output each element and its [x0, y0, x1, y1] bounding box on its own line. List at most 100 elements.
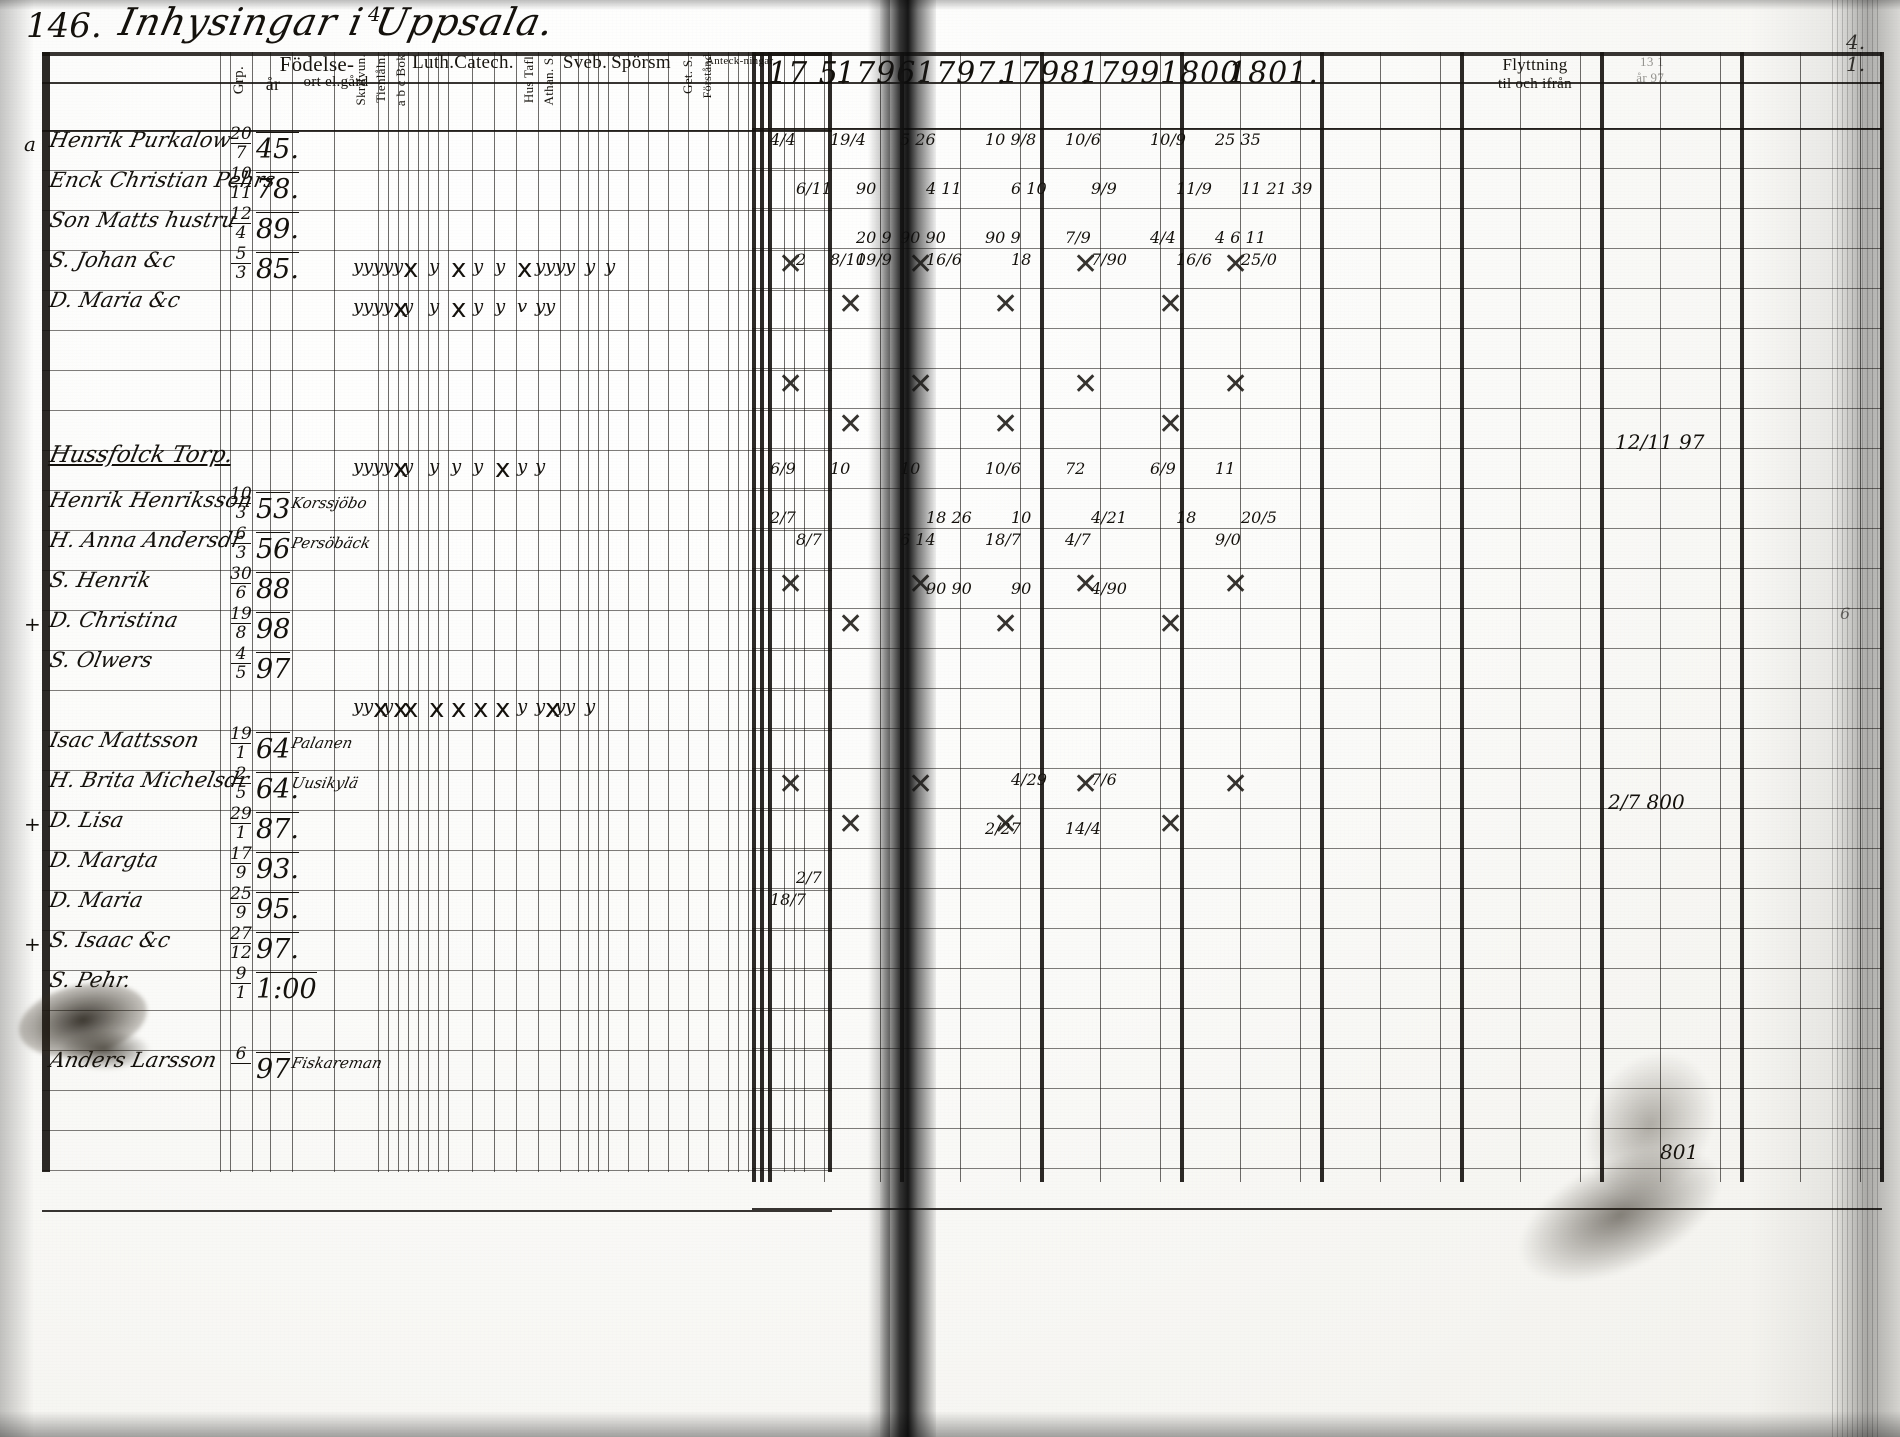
- left-table-grid: [42, 52, 832, 1212]
- grid-horizontal-rule: [752, 408, 1882, 409]
- catechism-mark: y: [473, 296, 484, 317]
- grid-vertical-rule: [448, 52, 449, 1172]
- grid-vertical-rule: [334, 52, 335, 1172]
- flyttning-entry: 2/7 800: [1608, 790, 1685, 814]
- grid-horizontal-rule: [42, 290, 832, 291]
- catechism-mark: y: [403, 296, 414, 317]
- grid-horizontal-rule: [752, 328, 1882, 329]
- grid-vertical-rule: [708, 52, 709, 1172]
- birth-place: Palanen: [290, 734, 355, 752]
- grid-horizontal-rule: [42, 1210, 832, 1212]
- catechism-mark: y: [535, 696, 546, 717]
- grid-vertical-rule: [628, 52, 629, 1172]
- grid-vertical-rule: [824, 52, 825, 1182]
- ink-stain: [60, 1030, 150, 1070]
- catechism-mark: y: [555, 696, 566, 717]
- grid-horizontal-rule: [42, 610, 832, 611]
- catechism-mark: x: [473, 694, 489, 724]
- grid-vertical-rule: [1740, 52, 1744, 1182]
- grid-vertical-rule: [1380, 52, 1381, 1182]
- grid-vertical-rule: [1040, 52, 1044, 1182]
- birth-year: 64.: [256, 772, 299, 805]
- grid-vertical-rule: [588, 52, 589, 1172]
- catechism-mark: y: [353, 256, 364, 277]
- catechism-mark: x: [373, 694, 389, 724]
- grid-vertical-rule: [438, 52, 439, 1172]
- grid-vertical-rule: [648, 52, 649, 1172]
- grid-vertical-rule: [408, 52, 409, 1172]
- grid-horizontal-rule: [752, 52, 1882, 54]
- cross-out-mark: ✕: [838, 807, 864, 842]
- catechism-mark: y: [495, 256, 506, 277]
- birth-year: 1:00: [256, 972, 317, 1005]
- top-shadow: [0, 0, 1900, 10]
- grid-vertical-rule: [760, 52, 764, 1182]
- catechism-mark: x: [451, 294, 467, 324]
- year-entry: 18/7: [985, 530, 1021, 549]
- catechism-mark: x: [403, 254, 419, 284]
- catechism-mark: x: [429, 694, 445, 724]
- year-entry: 90: [856, 179, 877, 198]
- year-entry: 4/7: [1065, 530, 1091, 549]
- year-entry: 7/90: [1091, 250, 1127, 269]
- year-column-header: 1800: [1160, 56, 1241, 91]
- grid-horizontal-rule: [752, 648, 1882, 649]
- catechism-mark: y: [363, 296, 374, 317]
- grid-horizontal-rule: [42, 450, 832, 451]
- year-column-header: 1801.: [1228, 56, 1319, 91]
- cross-out-mark: ✕: [1073, 367, 1099, 402]
- grid-horizontal-rule: [42, 82, 832, 84]
- header-luth-catech: Luth.Catech.: [412, 52, 514, 73]
- year-entry: 90: [1011, 579, 1032, 598]
- catechism-mark: y: [535, 256, 546, 277]
- grid-horizontal-rule: [752, 568, 1882, 569]
- birth-day-month: 20 7: [230, 124, 252, 164]
- person-name: Isac Mattsson: [47, 728, 202, 752]
- catechism-mark: x: [451, 694, 467, 724]
- grid-vertical-rule: [578, 52, 579, 1172]
- grid-vertical-rule: [46, 52, 50, 1172]
- grid-vertical-rule: [516, 52, 517, 1172]
- grid-horizontal-rule: [752, 208, 1882, 209]
- grid-horizontal-rule: [752, 1008, 1882, 1009]
- grid-horizontal-rule: [42, 850, 832, 851]
- cross-out-mark: ✕: [778, 247, 804, 282]
- header-athan-s: Athan. S.: [541, 54, 556, 106]
- right-edge-shadow: [1750, 0, 1900, 1437]
- grid-vertical-rule: [1240, 52, 1241, 1182]
- marginal-right-a: 4.: [1846, 30, 1865, 54]
- grid-horizontal-rule: [42, 410, 832, 411]
- gutter-shadow: [880, 0, 936, 1437]
- grid-horizontal-rule: [42, 970, 832, 971]
- year-entry: 7/6: [1091, 770, 1117, 789]
- catechism-mark: x: [393, 294, 409, 324]
- birth-year: 97.: [256, 932, 299, 965]
- year-entry: 6 10: [1011, 179, 1047, 198]
- grid-vertical-rule: [688, 52, 689, 1172]
- grid-vertical-rule: [252, 52, 253, 1172]
- year-entry: 90 90: [926, 579, 972, 598]
- person-name: S. Henrik: [47, 568, 154, 592]
- catechism-mark: y: [373, 256, 384, 277]
- grid-vertical-rule: [220, 52, 221, 1172]
- year-entry: 6/9: [770, 459, 796, 478]
- year-entry: 7/9: [1065, 228, 1091, 247]
- birth-place: Fiskareman: [290, 1054, 384, 1072]
- grid-horizontal-rule: [42, 570, 832, 571]
- grid-horizontal-rule: [42, 1010, 832, 1011]
- catechism-mark: y: [545, 296, 556, 317]
- grid-horizontal-rule: [42, 770, 832, 771]
- header-inmalan: Tienlåln.: [373, 54, 388, 103]
- header-skrifkunnighet: Skrifvun.: [353, 54, 368, 106]
- grid-vertical-rule: [598, 52, 599, 1172]
- header-fodelse-ar: år: [265, 74, 281, 94]
- marginal-right-b: 1.: [1846, 52, 1865, 76]
- catechism-mark: y: [383, 456, 394, 477]
- grid-vertical-rule: [608, 52, 609, 1172]
- cross-out-mark: ✕: [1223, 567, 1249, 602]
- person-name: Son Matts hustru: [47, 208, 238, 232]
- birth-place: Korssjöbo: [290, 494, 369, 512]
- catechism-mark: x: [393, 454, 409, 484]
- cross-out-mark: ✕: [778, 767, 804, 802]
- grid-vertical-rule: [428, 52, 429, 1172]
